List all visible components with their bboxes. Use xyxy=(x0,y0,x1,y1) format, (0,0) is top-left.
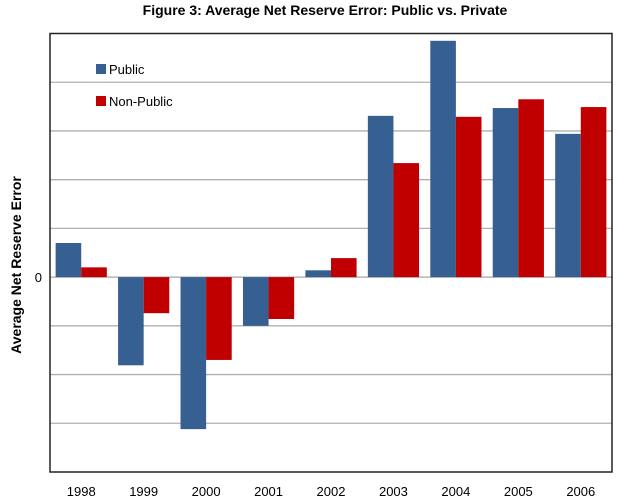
x-tick-label: 2005 xyxy=(504,484,533,499)
x-tick-label: 1999 xyxy=(129,484,158,499)
legend-label-public: Public xyxy=(109,62,145,77)
y-tick-label: 0 xyxy=(35,270,42,285)
bar-public-2003 xyxy=(367,115,394,278)
bar-non-public-1998 xyxy=(81,267,107,278)
x-tick-label: 2000 xyxy=(192,484,221,499)
bar-public-2000 xyxy=(180,277,207,430)
legend: Public Non-Public xyxy=(96,62,173,109)
x-tick-label: 2003 xyxy=(379,484,408,499)
bar-public-1998 xyxy=(55,243,82,278)
legend-swatch-public xyxy=(96,64,106,74)
bar-public-2004 xyxy=(430,40,456,278)
bar-non-public-2003 xyxy=(393,163,420,278)
chart-title: Figure 3: Average Net Reserve Error: Pub… xyxy=(142,2,508,18)
bar-non-public-2002 xyxy=(331,258,357,278)
bar-non-public-2006 xyxy=(580,107,607,278)
bar-non-public-2000 xyxy=(206,277,232,360)
x-tick-label: 2006 xyxy=(566,484,595,499)
bars xyxy=(55,40,607,430)
bar-non-public-1999 xyxy=(143,277,170,314)
plot-border xyxy=(49,32,613,473)
x-tick-label: 2001 xyxy=(254,484,283,499)
bar-public-2002 xyxy=(305,270,331,278)
x-tick-label: 2004 xyxy=(441,484,470,499)
bar-public-2005 xyxy=(492,108,519,278)
bar-public-2006 xyxy=(555,133,581,278)
x-tick-labels: 1998 1999 2000 2001 2002 2003 2004 2005 2006 xyxy=(67,484,595,499)
bar-non-public-2001 xyxy=(268,277,295,320)
x-tick-label: 2002 xyxy=(317,484,346,499)
legend-label-non-public: Non-Public xyxy=(109,94,173,109)
legend-swatch-non-public xyxy=(96,96,106,106)
x-tick-label: 1998 xyxy=(67,484,96,499)
bar-non-public-2005 xyxy=(518,99,544,278)
bar-public-1999 xyxy=(118,277,144,366)
y-tick-labels: 0 xyxy=(35,270,42,285)
bar-non-public-2004 xyxy=(455,116,482,278)
bar-public-2001 xyxy=(242,277,269,326)
